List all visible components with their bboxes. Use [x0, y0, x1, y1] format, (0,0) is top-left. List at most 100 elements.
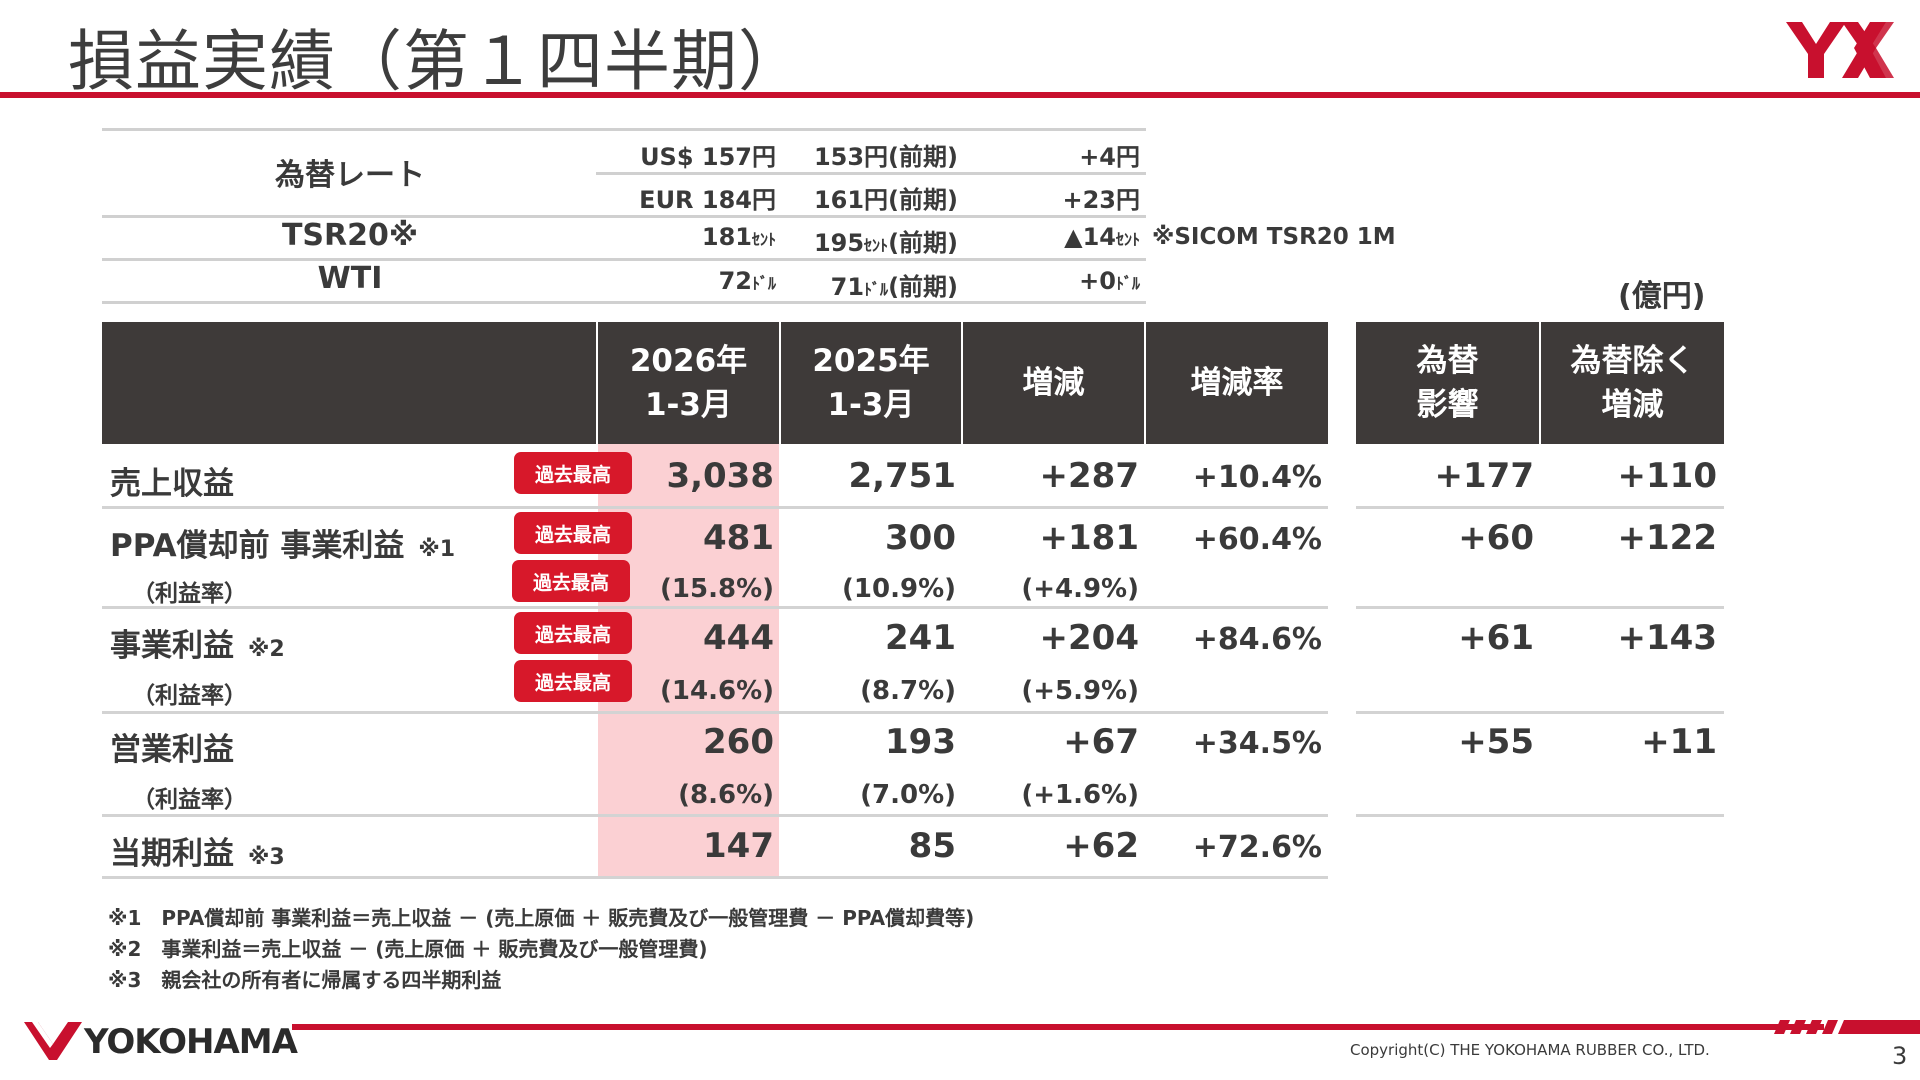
record-high-badge: 過去最高 — [514, 612, 632, 654]
header-fx-impact: 為替 影響 — [1416, 343, 1479, 423]
fx-rule — [596, 172, 1146, 175]
page-number: 3 — [1892, 1042, 1908, 1070]
row-label-revenue: 売上収益 — [110, 466, 234, 502]
header-divider — [1539, 322, 1541, 444]
header-change-rate: 増減率 — [1190, 365, 1284, 401]
revenue-fx-impact: +177 — [1434, 456, 1534, 496]
row-label-business-profit: 事業利益 ※2 — [110, 628, 285, 664]
fx-eur-current: EUR 184円 — [639, 186, 776, 214]
fx-eur-previous: 161円(前期) — [813, 186, 958, 214]
yokohama-logo: YOKOHAMA — [84, 1022, 298, 1062]
ppa-profit-change-rate: +60.4% — [1192, 522, 1322, 557]
page-title: 損益実績（第１四半期） — [68, 23, 805, 100]
business-margin-current: (14.6%) — [660, 676, 774, 706]
footnote-1: ※1 PPA償却前 事業利益＝売上収益 － (売上原価 ＋ 販売費及び一般管理費… — [108, 906, 975, 930]
record-high-badge: 過去最高 — [514, 660, 632, 702]
fx-usd-current: US$ 157円 — [640, 143, 776, 171]
header-divider — [1144, 322, 1146, 444]
ppa-profit-current: 481 — [703, 518, 774, 558]
fx-wti-diff: +0ﾄﾞﾙ — [1079, 267, 1140, 295]
business-profit-ex-fx: +143 — [1617, 618, 1717, 658]
footnote-2: ※2 事業利益＝売上収益 － (売上原価 ＋ 販売費及び一般管理費) — [108, 937, 708, 961]
header-divider — [596, 322, 598, 444]
record-high-badge: 過去最高 — [514, 512, 632, 554]
net-profit-change-rate: +72.6% — [1192, 830, 1322, 865]
header-divider — [779, 322, 781, 444]
header-divider — [961, 322, 963, 444]
revenue-change-rate: +10.4% — [1192, 460, 1322, 495]
yokohama-emblem-icon — [24, 1022, 82, 1060]
ppa-profit-fx-impact: +60 — [1458, 518, 1534, 558]
fx-label-tsr20: TSR20※ — [281, 218, 419, 253]
operating-profit-change-rate: +34.5% — [1192, 726, 1322, 761]
ppa-margin-previous: (10.9%) — [842, 574, 956, 604]
fx-label-wti: WTI — [317, 261, 383, 296]
header-previous-period: 2025年 1-3月 — [812, 343, 930, 423]
fx-rule — [102, 301, 1146, 304]
row-label-net-profit: 当期利益 ※3 — [110, 836, 285, 872]
yx-logo-icon — [1786, 22, 1894, 78]
fx-usd-previous: 153円(前期) — [813, 143, 958, 171]
revenue-current: 3,038 — [666, 456, 774, 496]
copyright: Copyright(C) THE YOKOHAMA RUBBER CO., LT… — [1350, 1041, 1710, 1059]
operating-margin-current: (8.6%) — [678, 780, 774, 810]
row-rule — [102, 506, 1328, 509]
net-profit-current: 147 — [703, 826, 774, 866]
margin-label: （利益率） — [132, 787, 247, 813]
row-rule — [1356, 506, 1724, 509]
ppa-profit-previous: 300 — [885, 518, 956, 558]
operating-profit-current: 260 — [703, 722, 774, 762]
operating-profit-change: +67 — [1063, 722, 1139, 762]
fx-eur-diff: +23円 — [1062, 186, 1140, 214]
footer-rule — [292, 1024, 1824, 1030]
fx-tsr-current: 181ｾﾝﾄ — [701, 223, 776, 251]
row-rule — [102, 606, 1328, 609]
row-rule — [1356, 606, 1724, 609]
header-current-period: 2026年 1-3月 — [629, 343, 748, 423]
operating-margin-change: (+1.6%) — [1021, 780, 1139, 810]
business-profit-fx-impact: +61 — [1458, 618, 1534, 658]
header-ex-fx-change: 為替除く 増減 — [1570, 343, 1695, 423]
revenue-previous: 2,751 — [848, 456, 956, 496]
operating-profit-ex-fx: +11 — [1641, 722, 1717, 762]
fx-wti-current: 72ﾄﾞﾙ — [718, 267, 776, 295]
fx-rule — [102, 258, 1146, 261]
fx-rule — [102, 128, 1146, 131]
record-high-badge: 過去最高 — [512, 560, 630, 602]
row-rule — [1356, 711, 1724, 714]
table-header-main — [102, 322, 1328, 444]
operating-profit-fx-impact: +55 — [1458, 722, 1534, 762]
footnote-3: ※3 親会社の所有者に帰属する四半期利益 — [108, 968, 502, 992]
stripe-decoration-icon — [1774, 1020, 1920, 1034]
ppa-profit-change: +181 — [1039, 518, 1139, 558]
fx-rule — [102, 215, 1146, 218]
business-profit-change-rate: +84.6% — [1192, 622, 1322, 657]
fx-tsr-previous: 195ｾﾝﾄ(前期) — [813, 229, 958, 257]
revenue-change: +287 — [1039, 456, 1139, 496]
business-profit-current: 444 — [703, 618, 774, 658]
fx-usd-diff: +4円 — [1079, 143, 1140, 171]
fx-label-rate: 為替レート — [275, 158, 425, 193]
margin-label: （利益率） — [132, 581, 247, 607]
unit-label: (億円) — [1618, 279, 1706, 314]
operating-margin-previous: (7.0%) — [860, 780, 956, 810]
ppa-margin-current: (15.8%) — [660, 574, 774, 604]
margin-label: （利益率） — [132, 683, 247, 709]
business-profit-previous: 241 — [885, 618, 956, 658]
sicom-note: ※SICOM TSR20 1M — [1152, 224, 1396, 250]
business-margin-change: (+5.9%) — [1021, 676, 1139, 706]
net-profit-previous: 85 — [908, 826, 956, 866]
row-rule — [102, 711, 1328, 714]
ppa-profit-ex-fx: +122 — [1617, 518, 1717, 558]
fx-tsr-diff: ▲14ｾﾝﾄ — [1064, 223, 1140, 251]
row-rule — [1356, 814, 1724, 817]
record-high-badge: 過去最高 — [514, 452, 632, 494]
ppa-margin-change: (+4.9%) — [1021, 574, 1139, 604]
row-label-operating-profit: 営業利益 — [110, 732, 234, 768]
operating-profit-previous: 193 — [885, 722, 956, 762]
row-rule — [102, 814, 1328, 817]
row-label-ppa-business-profit: PPA償却前 事業利益 ※1 — [110, 528, 456, 564]
business-margin-previous: (8.7%) — [860, 676, 956, 706]
row-rule — [102, 876, 1328, 879]
header-change: 増減 — [1022, 365, 1085, 401]
